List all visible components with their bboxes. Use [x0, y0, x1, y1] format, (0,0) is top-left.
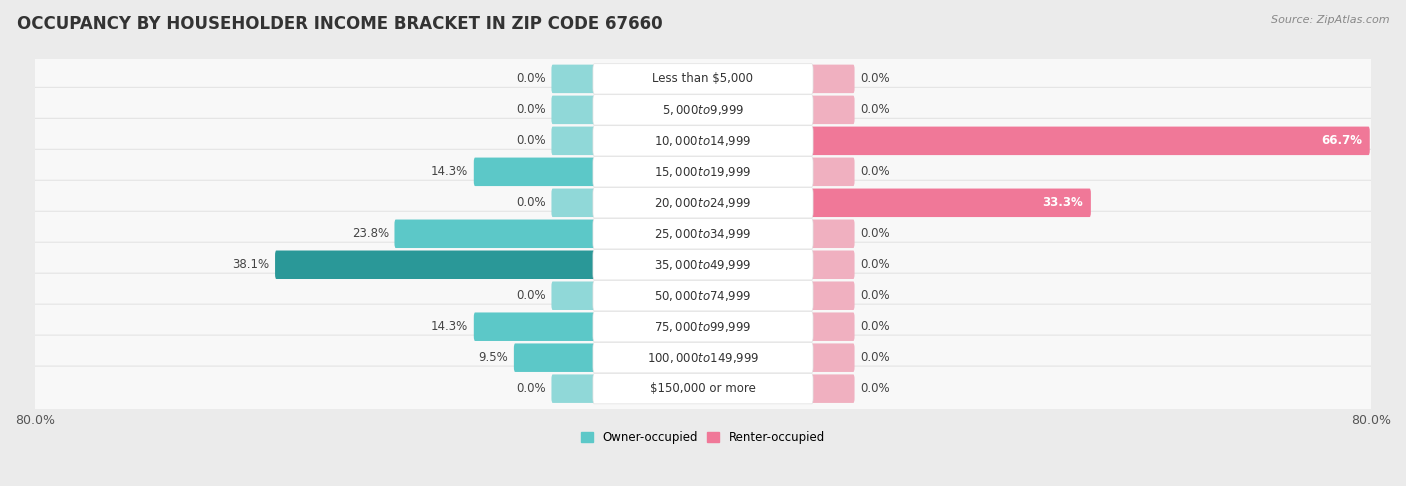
FancyBboxPatch shape — [593, 312, 813, 342]
Text: 33.3%: 33.3% — [1042, 196, 1083, 209]
Text: 0.0%: 0.0% — [516, 104, 546, 116]
Text: 14.3%: 14.3% — [432, 320, 468, 333]
Text: 0.0%: 0.0% — [516, 134, 546, 147]
Text: 23.8%: 23.8% — [352, 227, 389, 240]
FancyBboxPatch shape — [593, 188, 813, 218]
Text: 0.0%: 0.0% — [860, 258, 890, 271]
FancyBboxPatch shape — [551, 65, 596, 93]
FancyBboxPatch shape — [276, 250, 596, 279]
FancyBboxPatch shape — [32, 87, 1374, 133]
FancyBboxPatch shape — [810, 344, 855, 372]
FancyBboxPatch shape — [810, 281, 855, 310]
FancyBboxPatch shape — [474, 157, 596, 186]
Text: 0.0%: 0.0% — [516, 196, 546, 209]
FancyBboxPatch shape — [810, 189, 1091, 217]
FancyBboxPatch shape — [810, 157, 855, 186]
Text: 0.0%: 0.0% — [860, 320, 890, 333]
FancyBboxPatch shape — [395, 220, 596, 248]
FancyBboxPatch shape — [32, 211, 1374, 257]
FancyBboxPatch shape — [593, 280, 813, 311]
Text: 0.0%: 0.0% — [860, 289, 890, 302]
FancyBboxPatch shape — [593, 250, 813, 280]
Text: 14.3%: 14.3% — [432, 165, 468, 178]
FancyBboxPatch shape — [810, 96, 855, 124]
Text: Less than $5,000: Less than $5,000 — [652, 72, 754, 86]
Text: 0.0%: 0.0% — [516, 72, 546, 86]
Text: 0.0%: 0.0% — [516, 382, 546, 395]
Legend: Owner-occupied, Renter-occupied: Owner-occupied, Renter-occupied — [576, 426, 830, 449]
FancyBboxPatch shape — [32, 304, 1374, 349]
FancyBboxPatch shape — [551, 281, 596, 310]
Text: $15,000 to $19,999: $15,000 to $19,999 — [654, 165, 752, 179]
Text: 38.1%: 38.1% — [232, 258, 270, 271]
FancyBboxPatch shape — [513, 344, 596, 372]
FancyBboxPatch shape — [32, 149, 1374, 194]
Text: $35,000 to $49,999: $35,000 to $49,999 — [654, 258, 752, 272]
FancyBboxPatch shape — [474, 312, 596, 341]
Text: $10,000 to $14,999: $10,000 to $14,999 — [654, 134, 752, 148]
Text: 66.7%: 66.7% — [1320, 134, 1362, 147]
FancyBboxPatch shape — [593, 95, 813, 125]
Text: $50,000 to $74,999: $50,000 to $74,999 — [654, 289, 752, 303]
FancyBboxPatch shape — [810, 250, 855, 279]
FancyBboxPatch shape — [551, 189, 596, 217]
FancyBboxPatch shape — [593, 126, 813, 156]
FancyBboxPatch shape — [32, 335, 1374, 381]
Text: $100,000 to $149,999: $100,000 to $149,999 — [647, 351, 759, 364]
Text: OCCUPANCY BY HOUSEHOLDER INCOME BRACKET IN ZIP CODE 67660: OCCUPANCY BY HOUSEHOLDER INCOME BRACKET … — [17, 15, 662, 33]
Text: $25,000 to $34,999: $25,000 to $34,999 — [654, 227, 752, 241]
FancyBboxPatch shape — [810, 312, 855, 341]
Text: 0.0%: 0.0% — [860, 351, 890, 364]
FancyBboxPatch shape — [32, 56, 1374, 102]
Text: $5,000 to $9,999: $5,000 to $9,999 — [662, 103, 744, 117]
FancyBboxPatch shape — [810, 374, 855, 403]
Text: $75,000 to $99,999: $75,000 to $99,999 — [654, 320, 752, 334]
FancyBboxPatch shape — [32, 366, 1374, 411]
Text: 0.0%: 0.0% — [860, 104, 890, 116]
Text: $150,000 or more: $150,000 or more — [650, 382, 756, 395]
FancyBboxPatch shape — [551, 374, 596, 403]
FancyBboxPatch shape — [32, 273, 1374, 318]
FancyBboxPatch shape — [551, 96, 596, 124]
FancyBboxPatch shape — [32, 242, 1374, 287]
FancyBboxPatch shape — [810, 65, 855, 93]
Text: 0.0%: 0.0% — [516, 289, 546, 302]
Text: 9.5%: 9.5% — [478, 351, 509, 364]
FancyBboxPatch shape — [593, 64, 813, 94]
Text: Source: ZipAtlas.com: Source: ZipAtlas.com — [1271, 15, 1389, 25]
FancyBboxPatch shape — [593, 156, 813, 187]
FancyBboxPatch shape — [593, 374, 813, 404]
Text: $20,000 to $24,999: $20,000 to $24,999 — [654, 196, 752, 210]
Text: 0.0%: 0.0% — [860, 72, 890, 86]
Text: 0.0%: 0.0% — [860, 227, 890, 240]
Text: 0.0%: 0.0% — [860, 382, 890, 395]
FancyBboxPatch shape — [593, 343, 813, 373]
FancyBboxPatch shape — [810, 220, 855, 248]
FancyBboxPatch shape — [810, 126, 1369, 155]
FancyBboxPatch shape — [551, 126, 596, 155]
FancyBboxPatch shape — [593, 219, 813, 249]
FancyBboxPatch shape — [32, 118, 1374, 163]
FancyBboxPatch shape — [32, 180, 1374, 226]
Text: 0.0%: 0.0% — [860, 165, 890, 178]
